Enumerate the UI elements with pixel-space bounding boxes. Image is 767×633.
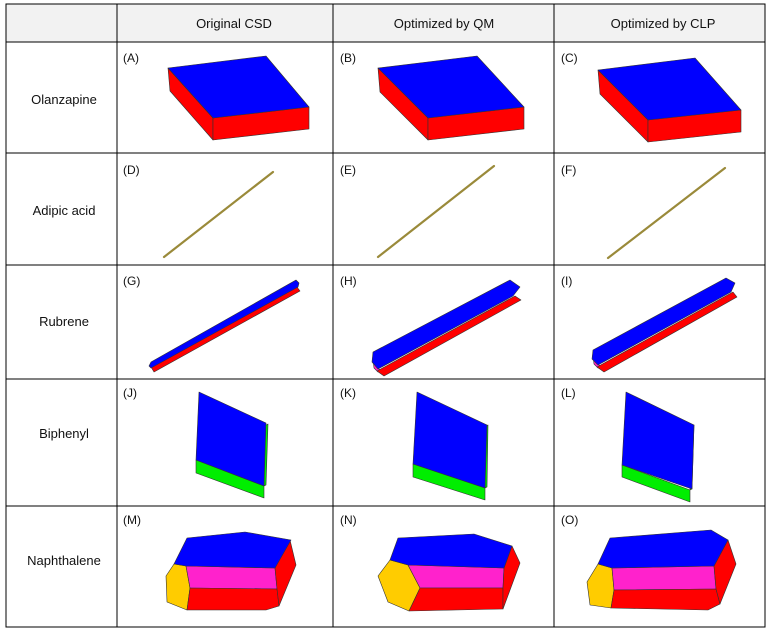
panel-label-b: (B) — [340, 51, 356, 65]
olanzapine-crystal-clp — [597, 57, 742, 143]
biphenyl-crystal-clp — [621, 391, 695, 503]
naphthalene-crystal-qm — [377, 533, 521, 612]
column-header-original-csd: Original CSD — [196, 16, 272, 31]
panel-label-a: (A) — [123, 51, 139, 65]
row-label-adipic-acid: Adipic acid — [33, 203, 96, 218]
olanzapine-crystal-qm — [377, 55, 525, 141]
naphthalene-crystal-clp — [586, 529, 737, 611]
column-header-optimized-clp: Optimized by CLP — [611, 16, 716, 31]
adipic-acid-crystal-clp — [606, 166, 727, 260]
naphthalene-crystal-original — [165, 531, 297, 611]
panel-label-g: (G) — [123, 274, 140, 288]
adipic-acid-crystal-original — [162, 170, 275, 259]
rubrene-crystal-qm — [371, 279, 522, 377]
rubrene-crystal-original — [148, 279, 301, 373]
panel-label-j: (J) — [123, 386, 137, 400]
column-header-optimized-qm: Optimized by QM — [394, 16, 494, 31]
row-label-biphenyl: Biphenyl — [39, 426, 89, 441]
panel-label-n: (N) — [340, 513, 357, 527]
panel-label-f: (F) — [561, 163, 576, 177]
panel-label-d: (D) — [123, 163, 140, 177]
panel-label-e: (E) — [340, 163, 356, 177]
panel-label-o: (O) — [561, 513, 578, 527]
row-label-naphthalene: Naphthalene — [27, 553, 101, 568]
biphenyl-crystal-original — [195, 391, 269, 499]
row-label-olanzapine: Olanzapine — [31, 92, 97, 107]
panel-label-l: (L) — [561, 386, 576, 400]
panel-label-c: (C) — [561, 51, 578, 65]
adipic-acid-crystal-qm — [376, 164, 496, 259]
panel-label-k: (K) — [340, 386, 356, 400]
panel-label-m: (M) — [123, 513, 141, 527]
header-band — [6, 4, 765, 42]
biphenyl-crystal-qm — [412, 391, 489, 501]
row-label-rubrene: Rubrene — [39, 314, 89, 329]
panel-label-i: (I) — [561, 274, 572, 288]
table-grid — [5, 3, 766, 628]
rubrene-crystal-clp — [591, 277, 738, 373]
olanzapine-crystal-original — [167, 55, 310, 141]
panel-label-h: (H) — [340, 274, 357, 288]
